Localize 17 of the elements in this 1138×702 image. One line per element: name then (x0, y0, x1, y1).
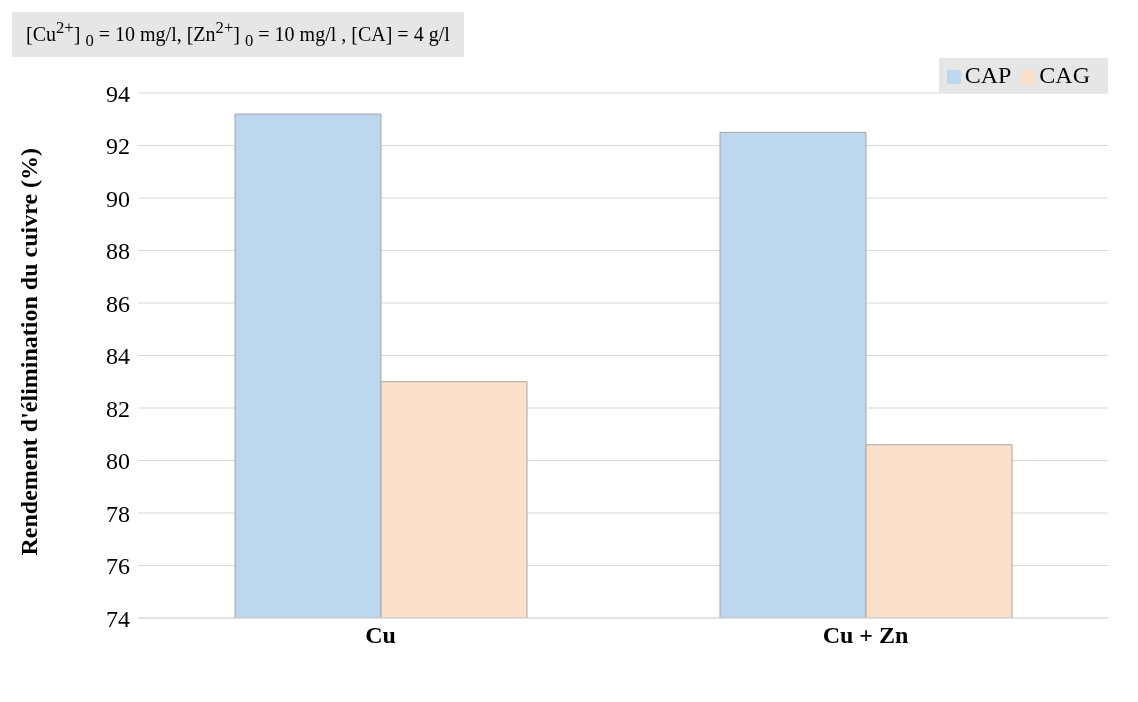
y-tick-label: 74 (106, 605, 130, 632)
x-tick-label: Cu (365, 622, 396, 649)
legend-label: CAG (1039, 62, 1090, 88)
y-tick-label: 88 (106, 238, 130, 265)
legend-label: CAP (964, 62, 1012, 88)
y-tick-label: 78 (106, 500, 130, 527)
y-tick-label: 92 (106, 133, 130, 160)
y-tick-label: 94 (106, 80, 130, 107)
y-tick-label: 76 (106, 553, 130, 580)
y-tick-label: 80 (106, 448, 130, 475)
y-tick-label: 86 (106, 290, 130, 317)
y-tick-label: 84 (106, 343, 130, 370)
y-tick-label: 90 (106, 185, 130, 212)
text: [Cu$^{2+}$] $_{0}$ = 10 mg/l, [Zn$^{2+}$] $_{0}$ = 10 mg/l , [CA] = 4 g/l (26, 18, 450, 50)
y-tick-label: 82 (106, 395, 130, 422)
x-tick-label: Cu + Zn (822, 622, 909, 649)
y-axis-title: Rendement d'élimination du cuivre (%) (15, 147, 42, 556)
